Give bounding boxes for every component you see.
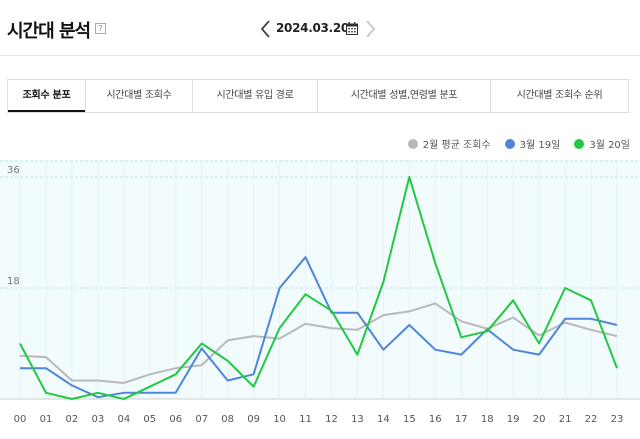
chevron-right-icon[interactable] bbox=[362, 18, 378, 40]
x-tick-label: 01 bbox=[40, 414, 53, 425]
legend-label: 3월 19일 bbox=[519, 140, 561, 151]
series-line-1 bbox=[20, 256, 618, 399]
y-tick-label: 18 bbox=[7, 276, 20, 287]
x-tick-label: 11 bbox=[299, 414, 312, 425]
x-tick-label: 19 bbox=[507, 414, 520, 425]
x-tick-label: 18 bbox=[481, 414, 494, 425]
x-tick-label: 04 bbox=[117, 414, 130, 425]
series-line-0 bbox=[19, 302, 618, 384]
legend-item-mar-20[interactable]: 3월 20일 bbox=[574, 136, 630, 151]
legend-label: 2월 평균 조회수 bbox=[422, 140, 491, 151]
legend-dot bbox=[407, 138, 418, 149]
x-tick-label: 23 bbox=[611, 414, 624, 425]
hourly-views-line-chart: 18 36 00 01 02 03 04 05 06 07 08 09 10 11 12 13 14 15 16 17… bbox=[0, 160, 640, 425]
help-icon[interactable]: ? bbox=[95, 23, 106, 34]
x-tick-label: 10 bbox=[273, 414, 286, 425]
chevron-left-icon[interactable] bbox=[258, 18, 274, 40]
legend-dot bbox=[574, 138, 585, 149]
x-tick-label: 06 bbox=[169, 414, 182, 425]
x-tick-label: 03 bbox=[92, 414, 105, 425]
legend-item-feb-average[interactable]: 2월 평균 조회수 bbox=[407, 136, 491, 151]
x-tick-label: 14 bbox=[377, 414, 390, 425]
x-tick-label: 07 bbox=[195, 414, 208, 425]
chart-legend: 2월 평균 조회수 3월 19일 3월 20일 bbox=[394, 136, 630, 151]
x-tick-label: 15 bbox=[403, 414, 416, 425]
x-tick-label: 22 bbox=[585, 414, 598, 425]
tab-hourly-traffic-source[interactable]: 시간대별 유입 경로 bbox=[192, 80, 317, 112]
legend-dot bbox=[504, 138, 515, 149]
tab-bar: 조회수 분포 시간대별 조회수 시간대별 유입 경로 시간대별 성별,연령별 분… bbox=[7, 79, 629, 113]
x-tick-label: 09 bbox=[247, 414, 260, 425]
x-tick-label: 16 bbox=[429, 414, 442, 425]
x-tick-label: 05 bbox=[143, 414, 156, 425]
tab-hourly-gender-age[interactable]: 시간대별 성별,연령별 분포 bbox=[317, 80, 490, 112]
x-tick-label: 08 bbox=[221, 414, 234, 425]
current-date: 2024.03.20. bbox=[276, 21, 354, 35]
x-tick-label: 21 bbox=[559, 414, 572, 425]
x-tick-label: 12 bbox=[325, 414, 338, 425]
y-tick-label: 36 bbox=[7, 165, 20, 176]
calendar-icon[interactable] bbox=[346, 22, 358, 35]
legend-item-mar-19[interactable]: 3월 19일 bbox=[504, 136, 561, 151]
page-title: 시간대 분석 bbox=[7, 21, 91, 42]
x-tick-label: 02 bbox=[66, 414, 79, 425]
series-line-2 bbox=[19, 176, 618, 400]
plot-background bbox=[0, 160, 640, 399]
x-tick-label: 17 bbox=[455, 414, 468, 425]
x-tick-label: 20 bbox=[533, 414, 546, 425]
tab-hourly-view-ranking[interactable]: 시간대별 조회수 순위 bbox=[490, 80, 628, 112]
tab-hourly-views[interactable]: 시간대별 조회수 bbox=[85, 80, 192, 112]
x-tick-label: 00 bbox=[14, 414, 27, 425]
title-bar: 시간대 분석 ? 2024.03.20. bbox=[0, 0, 640, 56]
legend-label: 3월 20일 bbox=[589, 140, 630, 151]
tab-view-distribution[interactable]: 조회수 분포 bbox=[8, 80, 85, 112]
x-tick-label: 13 bbox=[351, 414, 364, 425]
